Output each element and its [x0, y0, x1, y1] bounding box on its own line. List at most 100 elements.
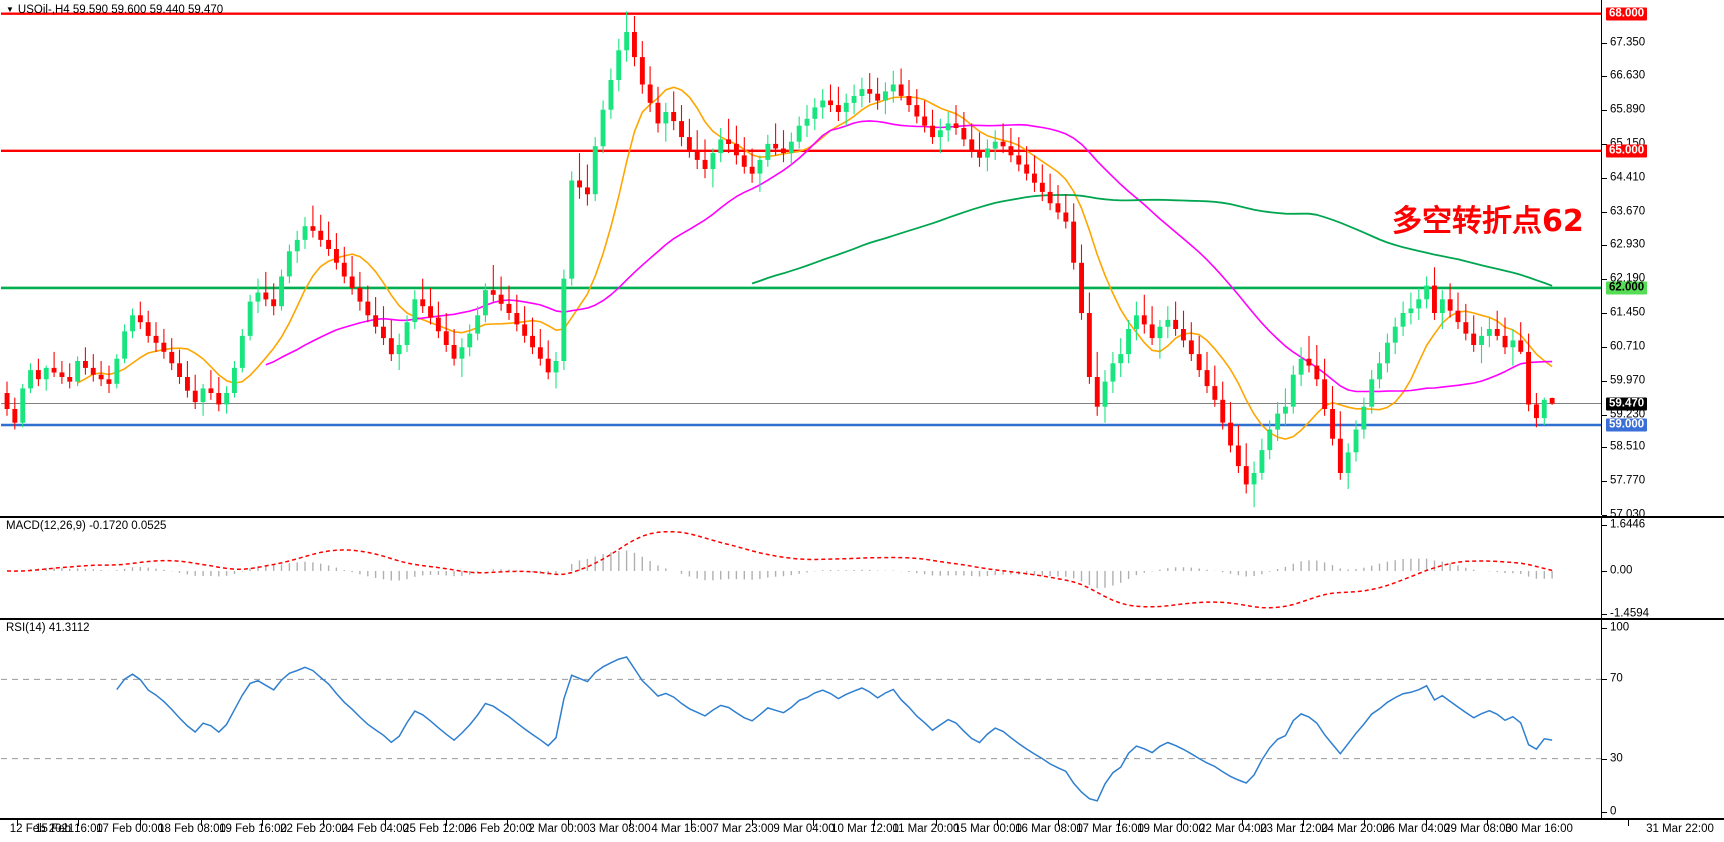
- axis-tick: [1602, 177, 1607, 179]
- time-tick: [1058, 820, 1059, 826]
- price-label-61.450: 61.450: [1610, 306, 1646, 319]
- time-tick: [997, 820, 998, 826]
- time-tick: [323, 820, 324, 826]
- time-tick: [568, 820, 569, 826]
- time-tick: [78, 820, 79, 826]
- axis-tick: [1602, 571, 1607, 572]
- price-plot-area[interactable]: [1, 0, 1601, 515]
- time-tick: [507, 820, 508, 826]
- time-label: 18 Feb 08:00: [158, 823, 226, 835]
- time-label: 7 Mar 23:00: [712, 823, 774, 835]
- time-tick: [262, 820, 263, 826]
- time-tick: [1426, 820, 1427, 826]
- time-axis: 12 Feb 2021 15 Feb 16:00 17 Feb 00:00 18 Fe…: [0, 819, 1724, 842]
- price-label-57.030: 57.030: [1610, 508, 1646, 521]
- time-label: 19 Feb 16:00: [219, 823, 287, 835]
- price-label-63.670: 63.670: [1610, 205, 1646, 218]
- time-label: 2 Mar 00:00: [528, 823, 590, 835]
- time-label: 22 Feb 20:00: [280, 823, 348, 835]
- annotation-text: 多空转折点62: [1392, 204, 1584, 239]
- time-tick: [201, 820, 202, 826]
- time-tick: [936, 820, 937, 826]
- axis-tick: [1602, 679, 1607, 681]
- time-label: 23 Mar 12:00: [1260, 823, 1328, 835]
- time-label: 22 Mar 04:00: [1199, 823, 1267, 835]
- macd-plot-area[interactable]: [1, 518, 1601, 618]
- price-tag-65.000: 65.000: [1606, 144, 1648, 158]
- time-tick: [1303, 820, 1304, 826]
- axis-tick: [1602, 143, 1607, 145]
- axis-tick: [1602, 380, 1607, 382]
- macd-panel-header: MACD(12,26,9) -0.1720 0.0525: [6, 520, 167, 532]
- time-tick: [1487, 820, 1488, 826]
- price-tag-62.000: 62.000: [1606, 281, 1648, 295]
- time-tick: [630, 820, 631, 826]
- time-tick: [1119, 820, 1120, 826]
- rsi-label-70: 70: [1610, 672, 1623, 685]
- axis-tick: [1602, 525, 1607, 526]
- axis-tick: [1602, 346, 1607, 348]
- price-tag-59.470: 59.470: [1606, 397, 1648, 410]
- macd-panel: 1.6446 0.00 -1.4594: [0, 517, 1724, 619]
- time-tick: [1628, 820, 1629, 826]
- time-tick: [1364, 820, 1365, 826]
- time-label: 10 Mar 12:00: [831, 823, 899, 835]
- time-label: 17 Feb 00:00: [96, 823, 164, 835]
- axis-tick: [1602, 279, 1607, 281]
- axis-tick: [1602, 313, 1607, 314]
- time-tick: [691, 820, 692, 826]
- rsi-label-100: 100: [1610, 621, 1630, 634]
- time-label: 31 Mar 22:00: [1646, 823, 1714, 835]
- price-label-67.350: 67.350: [1610, 36, 1646, 49]
- price-panel-header: ▼ USOil-,H4 59.590 59.600 59.440 59.470: [6, 4, 223, 16]
- price-label-62.190: 62.190: [1610, 272, 1646, 285]
- time-label: 29 Mar 08:00: [1444, 823, 1512, 835]
- macd-y-axis: 1.6446 0.00 -1.4594: [1601, 518, 1724, 620]
- price-tag-68.000: 68.000: [1606, 7, 1648, 21]
- price-label-60.710: 60.710: [1610, 340, 1646, 353]
- time-label: 11 Mar 20:00: [892, 823, 960, 835]
- axis-tick: [1602, 211, 1607, 213]
- axis-tick: [1602, 628, 1607, 629]
- axis-tick: [1602, 43, 1607, 45]
- time-label: 19 Mar 00:00: [1137, 823, 1205, 835]
- time-label: 17 Mar 16:00: [1076, 823, 1144, 835]
- rsi-y-axis: 100 70 30 0: [1601, 620, 1724, 818]
- time-tick: [140, 820, 141, 826]
- time-tick: [17, 820, 18, 826]
- time-label: 24 Feb 04:00: [341, 823, 409, 835]
- rsi-panel-header: RSI(14) 41.3112: [6, 622, 90, 634]
- price-label-66.630: 66.630: [1610, 69, 1646, 82]
- symbol-label: USOil-,H4 59.590 59.600 59.440 59.470: [17, 4, 224, 16]
- time-tick: [1181, 820, 1182, 826]
- price-y-axis: 68.000 67.350 66.630 65.890 65.15065.000 64.4…: [1601, 0, 1724, 520]
- time-label: 25 Feb 12:00: [403, 823, 471, 835]
- axis-tick: [1602, 76, 1607, 78]
- time-label: 15 Feb 16:00: [35, 823, 103, 835]
- price-label-58.510: 58.510: [1610, 440, 1646, 453]
- time-label: 15 Mar 00:00: [954, 823, 1022, 835]
- time-label: 26 Mar 04:00: [1382, 823, 1450, 835]
- rsi-plot-area[interactable]: [1, 620, 1601, 818]
- macd-label-1.6446: 1.6446: [1610, 518, 1646, 531]
- time-label: 24 Mar 20:00: [1321, 823, 1389, 835]
- axis-tick: [1602, 414, 1607, 416]
- axis-tick: [1602, 758, 1607, 760]
- price-label-65.890: 65.890: [1610, 103, 1646, 116]
- axis-tick: [1602, 110, 1607, 112]
- time-tick: [752, 820, 753, 826]
- price-label-64.410: 64.410: [1610, 171, 1646, 184]
- rsi-panel: 100 70 30 0: [0, 619, 1724, 819]
- axis-tick: [1602, 614, 1607, 615]
- axis-tick: [1602, 245, 1607, 247]
- collapse-icon[interactable]: ▼: [6, 5, 14, 14]
- time-tick: [446, 820, 447, 826]
- price-label-59.230: 59.230: [1610, 408, 1646, 420]
- time-tick: [385, 820, 386, 826]
- time-label: 3 Mar 08:00: [589, 823, 651, 835]
- time-label: 9 Mar 04:00: [773, 823, 835, 835]
- time-tick: [813, 820, 814, 826]
- macd-label--1.4594: -1.4594: [1610, 607, 1650, 620]
- rsi-label-30: 30: [1610, 752, 1623, 765]
